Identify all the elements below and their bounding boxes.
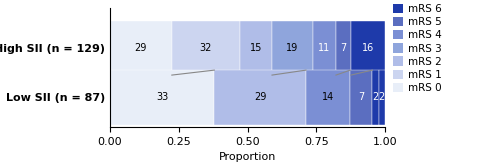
Text: 7: 7 [358,92,364,102]
Text: 15: 15 [250,43,262,53]
Bar [372,70,378,125]
Bar [172,21,240,75]
Bar [336,21,351,75]
Text: 2: 2 [372,92,378,102]
Text: 29: 29 [254,92,266,102]
Text: 29: 29 [134,43,147,53]
Bar [306,70,350,125]
Bar [312,21,336,75]
X-axis label: Proportion: Proportion [219,152,276,162]
Bar [214,70,306,125]
Text: 16: 16 [362,43,374,53]
Bar [110,70,214,125]
Legend: mRS 6, mRS 5, mRS 4, mRS 3, mRS 2, mRS 1, mRS 0: mRS 6, mRS 5, mRS 4, mRS 3, mRS 2, mRS 1… [393,4,442,93]
Text: 11: 11 [318,43,330,53]
Bar [240,21,272,75]
Bar [351,21,385,75]
Text: 19: 19 [286,43,298,53]
Bar [110,21,172,75]
Bar [350,70,372,125]
Text: 14: 14 [322,92,334,102]
Text: 7: 7 [340,43,346,53]
Bar [378,70,385,125]
Text: 32: 32 [200,43,212,53]
Bar [272,21,312,75]
Text: 2: 2 [378,92,385,102]
Text: 33: 33 [156,92,168,102]
